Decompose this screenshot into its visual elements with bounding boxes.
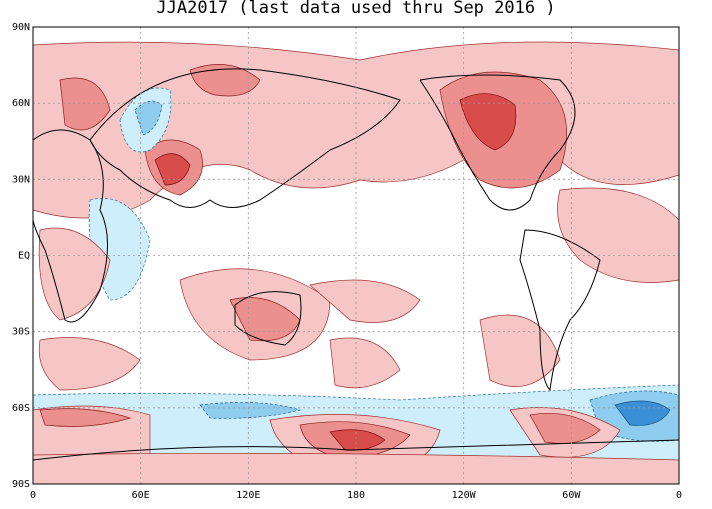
cool-region [199, 402, 302, 419]
coastline [32, 439, 680, 461]
latitude-label: 90N [12, 22, 30, 33]
warm-region [557, 187, 680, 283]
latitude-label: 60N [12, 98, 30, 109]
longitude-label: 60W [562, 490, 581, 501]
plot-frame [32, 26, 680, 485]
warm-region [38, 227, 111, 321]
cool-region [614, 400, 671, 426]
warm-region [189, 64, 261, 97]
warm-region [38, 337, 141, 391]
longitude-label: 60E [132, 490, 150, 501]
warm-region [329, 337, 401, 389]
longitude-label: 0 [676, 490, 682, 501]
longitude-label: 0 [30, 490, 36, 501]
warm-region [59, 77, 111, 131]
longitude-label: 120W [452, 490, 477, 501]
map-plot [32, 26, 680, 485]
latitude-label: 90S [12, 479, 30, 490]
longitude-label: 180 [347, 490, 365, 501]
coastline [89, 68, 401, 208]
latitude-label: 30S [12, 327, 30, 338]
coastline [234, 291, 302, 346]
coastline [519, 229, 601, 392]
latitude-label: 60S [12, 403, 30, 414]
graticule [33, 27, 679, 484]
coastline [419, 74, 576, 211]
latitude-label: EQ [18, 251, 30, 262]
warm-region [459, 93, 517, 151]
map-title: JJA2017 (last data used thru Sep 2016 ) [156, 0, 555, 18]
coastline [32, 129, 108, 323]
warm-region [309, 279, 421, 323]
warm-region [154, 153, 191, 186]
warm-region [39, 408, 132, 427]
latitude-label: 30N [12, 174, 30, 185]
longitude-label: 120E [236, 490, 260, 501]
